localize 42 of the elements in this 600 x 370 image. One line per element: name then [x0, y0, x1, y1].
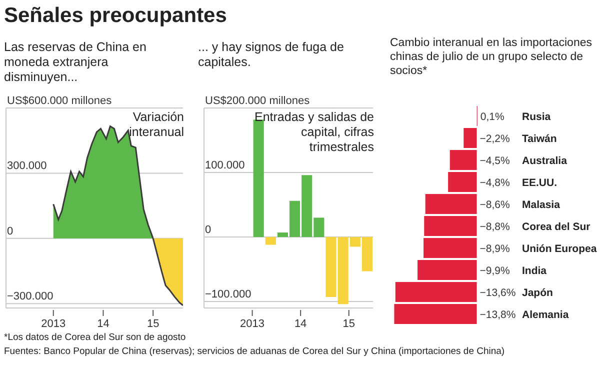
y-tick-label: 0: [7, 225, 14, 238]
y-tick-label: −300.000: [7, 290, 54, 303]
annotation: Variación interanual: [128, 110, 184, 140]
data-label: −4,8%: [480, 177, 510, 189]
y-tick-label: Malasia: [522, 199, 560, 211]
data-label: −8,6%: [480, 199, 510, 211]
chart-title: Señales preocupantes: [4, 4, 228, 28]
y-tick-label: Unión Europea: [522, 243, 597, 255]
data-label: −8,8%: [480, 221, 510, 233]
y-tick-label: India: [522, 265, 547, 277]
chart-subtitle: Las reservas de China en moneda extranjera disminuyen...: [4, 40, 148, 85]
y-tick-label: EE.UU.: [522, 177, 558, 189]
data-label: −13,6%: [480, 287, 516, 299]
y-tick-label: 100.000: [205, 160, 245, 172]
y-tick-label: Australia: [522, 155, 568, 167]
y-tick-label: 300.000: [7, 160, 47, 172]
y-tick-label: Corea del Sur: [522, 221, 590, 233]
source-note: Fuentes: Banco Popular de China (reservas); servicios de aduanas de Corea del Sur y China (importaciones de China): [4, 346, 506, 358]
annotation: Entradas y salidas de capital, cifras trimestrales: [253, 110, 374, 155]
data-label: 0,1%: [480, 111, 504, 123]
y-tick-label: 0: [205, 224, 212, 236]
y-tick-label: Rusia: [522, 111, 551, 123]
y-tick-label: Japón: [522, 287, 553, 299]
x-tick-label: 14: [294, 318, 307, 330]
x-tick-label: 15: [342, 318, 355, 330]
data-label: −9,9%: [480, 265, 510, 277]
data-label: −8,9%: [480, 243, 510, 255]
x-tick-label: 2013: [41, 318, 66, 330]
x-tick-label: 14: [97, 318, 110, 330]
chart-title: Cambio interanual en las importaciones chinas de julio de un grupo selecto de socios*: [390, 36, 593, 78]
y-tick-label: −100.000: [205, 288, 252, 301]
y-tick-label: Taiwán: [522, 133, 557, 145]
x-tick-label: 2013: [240, 318, 265, 330]
y-tick-label: US$600.000 millones: [7, 95, 112, 107]
data-label: −13,8%: [480, 309, 516, 321]
text: *Los datos de Corea del Sur son de agosto: [4, 332, 187, 344]
data-label: −2,2%: [480, 133, 510, 145]
chart-subtitle: ... y hay signos de fuga de capitales.: [198, 40, 345, 70]
data-label: −4,5%: [480, 155, 510, 167]
y-tick-label: Alemania: [522, 309, 569, 321]
x-tick-label: 15: [146, 318, 160, 330]
y-tick-label: US$200.000 millones: [205, 95, 310, 107]
